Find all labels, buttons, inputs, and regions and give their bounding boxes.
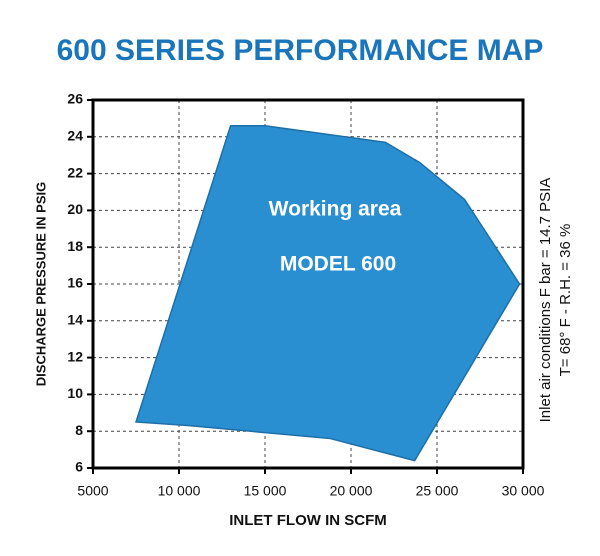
x-axis-label: INLET FLOW IN SCFM xyxy=(229,512,386,529)
working-area xyxy=(134,125,521,462)
y-tick-label: 20 xyxy=(67,201,83,217)
chart-title: 600 SERIES PERFORMANCE MAP xyxy=(57,34,544,67)
side-note: Inlet air conditions F bar = 14.7 PSIA xyxy=(537,178,554,423)
y-tick-label: 22 xyxy=(67,164,83,180)
annotation: Working area xyxy=(269,198,402,221)
y-tick-label: 26 xyxy=(67,91,83,107)
y-tick-label: 10 xyxy=(67,385,83,401)
y-tick-label: 12 xyxy=(67,348,83,364)
annotation: MODEL 600 xyxy=(280,253,396,276)
x-tick-label: 10 000 xyxy=(158,483,201,499)
x-tick-label: 5000 xyxy=(77,483,108,499)
x-tick-label: 30 000 xyxy=(502,483,545,499)
side-note: T= 68° F - R.H. = 36 % xyxy=(557,224,574,377)
y-tick-label: 8 xyxy=(75,422,83,438)
y-axis-label: DISCHARGE PRESSURE IN PSIG xyxy=(33,182,48,386)
y-tick-label: 24 xyxy=(67,128,83,144)
x-tick-label: 20 000 xyxy=(330,483,373,499)
x-tick-label: 15 000 xyxy=(244,483,287,499)
y-tick-label: 16 xyxy=(67,275,83,291)
y-tick-label: 6 xyxy=(75,459,83,475)
plot-frame xyxy=(91,98,525,470)
x-tick-label: 25 000 xyxy=(416,483,459,499)
y-tick-label: 14 xyxy=(67,312,83,328)
y-tick-label: 18 xyxy=(67,238,83,254)
